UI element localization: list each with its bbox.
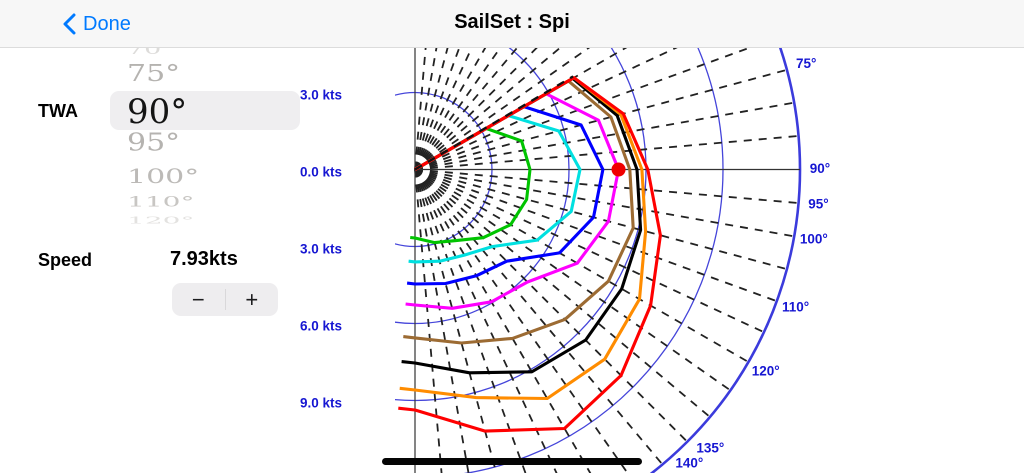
twa-gridline bbox=[414, 169, 592, 473]
angle-label: 90° bbox=[810, 161, 830, 176]
chevron-left-icon bbox=[63, 13, 76, 35]
polar-curve-brown bbox=[403, 79, 635, 345]
radial-tick-label: 0.0 kts bbox=[300, 165, 342, 180]
page-title: SailSet : Spi bbox=[454, 11, 570, 33]
angle-label: 120° bbox=[752, 364, 780, 379]
done-button-label: Done bbox=[83, 12, 131, 35]
twa-gridline bbox=[414, 48, 427, 170]
twa-gridline bbox=[414, 168, 795, 238]
polar-curve-cyan bbox=[408, 114, 582, 264]
speed-value: 7.93kts bbox=[170, 248, 238, 270]
twa-gridline bbox=[414, 168, 788, 271]
angle-label: 110° bbox=[782, 300, 809, 315]
twa-gridline bbox=[414, 168, 749, 363]
twa-gridline bbox=[414, 168, 664, 466]
twa-gridline bbox=[414, 168, 778, 303]
twa-gridline bbox=[414, 169, 527, 473]
twa-gridline bbox=[414, 48, 473, 170]
chart-plot-area bbox=[395, 48, 802, 473]
polar-curve-orange bbox=[399, 76, 648, 401]
twa-gridline bbox=[414, 48, 487, 170]
twa-gridline bbox=[414, 48, 752, 171]
polar-curve-green bbox=[410, 126, 532, 245]
stepper-minus-button[interactable]: − bbox=[191, 286, 205, 312]
twa-gridline bbox=[414, 168, 765, 334]
polar-curve-red bbox=[398, 76, 662, 433]
twa-gridline bbox=[414, 48, 461, 170]
selected-point-marker bbox=[611, 162, 626, 177]
twa-gridline bbox=[414, 48, 562, 171]
twa-gridline bbox=[414, 48, 519, 171]
polar-curve-black bbox=[401, 76, 643, 375]
twa-gridline bbox=[414, 48, 591, 171]
twa-picker-item-selected[interactable]: 90° bbox=[127, 92, 188, 132]
twa-gridline bbox=[414, 135, 799, 171]
navigation-bar: Done SailSet : Spi bbox=[0, 0, 1024, 48]
twa-gridline bbox=[414, 168, 711, 418]
twa-gridline bbox=[414, 68, 788, 171]
twa-gridline bbox=[414, 168, 688, 443]
twa-gridline bbox=[414, 48, 449, 170]
angle-label: 95° bbox=[808, 196, 828, 211]
twa-label: TWA bbox=[38, 101, 78, 121]
outer-rim-circle bbox=[649, 48, 802, 473]
twa-gridline bbox=[414, 48, 538, 171]
twa-picker-item[interactable]: 100° bbox=[127, 164, 200, 189]
twa-picker-item[interactable]: 95° bbox=[127, 128, 181, 157]
twa-picker-item[interactable]: 110° bbox=[127, 193, 195, 210]
polar-chart: 3.0 kts 0.0 kts 3.0 kts 6.0 kts 9.0 kts 75° 90… bbox=[300, 48, 830, 473]
twa-gridline bbox=[414, 169, 498, 473]
twa-gridline bbox=[414, 168, 799, 204]
angle-label: 75° bbox=[796, 56, 816, 71]
twa-gridline-overlay bbox=[414, 75, 574, 171]
twa-picker-item[interactable]: 120° bbox=[127, 215, 195, 226]
angle-label: 100° bbox=[800, 231, 828, 246]
twa-gridline bbox=[414, 169, 470, 473]
home-indicator[interactable] bbox=[382, 458, 642, 465]
polar-curve-magenta bbox=[405, 92, 621, 310]
twa-gridline bbox=[414, 48, 438, 170]
twa-gridline bbox=[414, 101, 795, 171]
speed-stepper: − + bbox=[172, 283, 278, 316]
twa-picker-item[interactable]: 75° bbox=[127, 59, 181, 88]
polar-curve-blue bbox=[406, 105, 605, 286]
radial-tick-label: 9.0 kts bbox=[300, 396, 342, 411]
twa-gridline bbox=[414, 168, 629, 473]
radial-tick-label: 6.0 kts bbox=[300, 319, 342, 334]
angle-label: 140° bbox=[675, 456, 703, 471]
stepper-divider bbox=[224, 289, 226, 310]
twa-gridline bbox=[414, 168, 731, 392]
twa-gridline bbox=[414, 169, 443, 473]
done-button[interactable]: Done bbox=[63, 11, 131, 37]
speed-label: Speed bbox=[38, 250, 93, 270]
stepper-plus-button[interactable]: + bbox=[245, 286, 259, 312]
radial-tick-label: 3.0 kts bbox=[300, 242, 342, 257]
twa-gridline bbox=[414, 48, 678, 171]
angle-label: 135° bbox=[696, 440, 724, 455]
radial-tick-label: 3.0 kts bbox=[300, 87, 342, 102]
twa-gridline bbox=[414, 48, 502, 171]
picker-selection-highlight bbox=[110, 91, 300, 130]
